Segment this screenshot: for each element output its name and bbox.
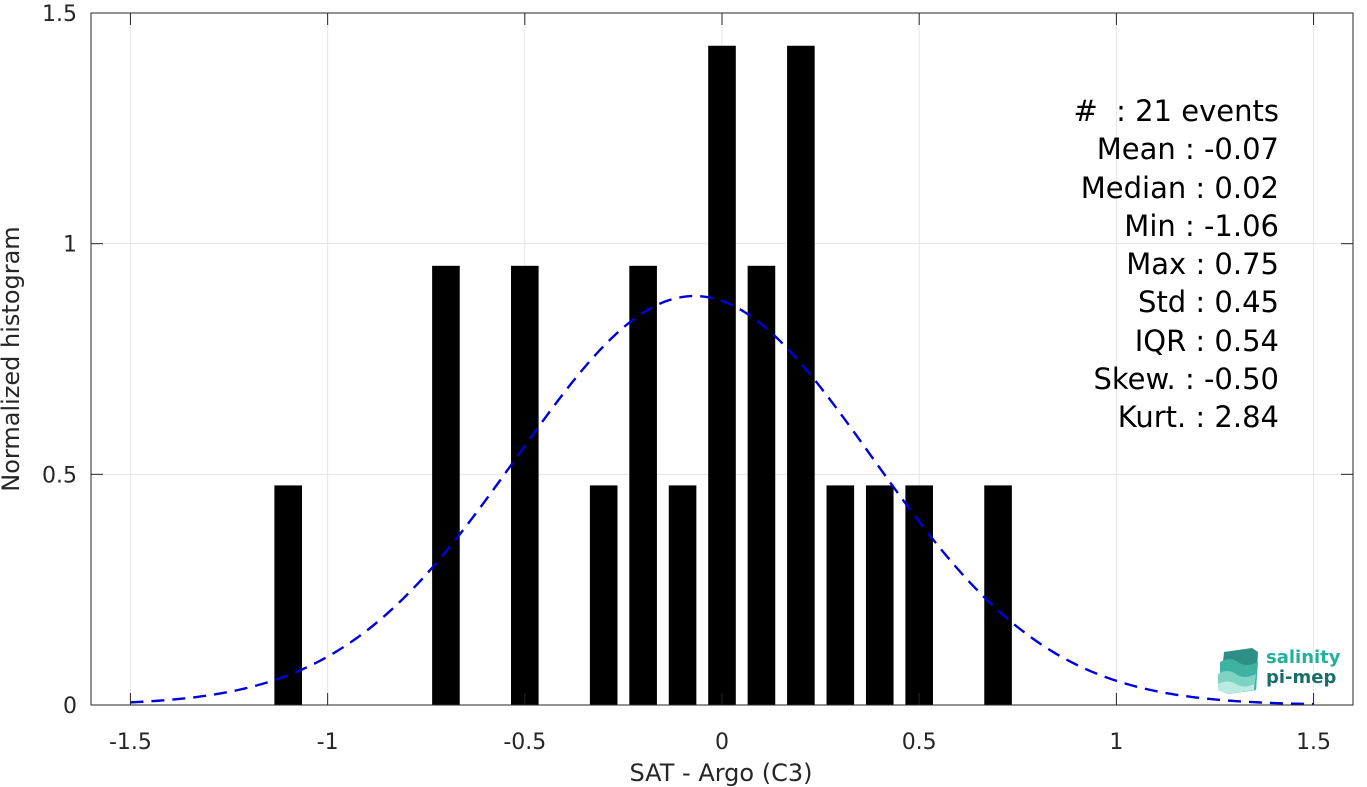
axes [90,12,1354,706]
histogram-bar [984,485,1012,705]
salinity-pimep-logo: salinity pi-mep [1216,646,1346,694]
stat-min: Min : -1.06 [1124,208,1279,243]
x-tick-label: 1.5 [1296,730,1331,755]
tick-labels: -1.5 -1 -0.5 0 0.5 1 1.5 0 0.5 1 1.5 [42,2,1331,755]
histogram-bar [747,265,776,705]
y-tick-label: 0 [63,694,77,719]
gaussian-fit-curve [130,294,1314,706]
x-tick-label: -0.5 [503,730,546,755]
stat-std: Std : 0.45 [1138,285,1279,320]
x-axis-label: SAT - Argo (C3) [630,759,813,787]
histogram-bar [668,485,697,705]
x-tick-label: -1 [317,730,339,755]
stat-mean: Mean : -0.07 [1096,132,1279,167]
stat-count: # : 21 events [1073,94,1279,128]
x-tick-label: -1.5 [109,730,152,755]
y-tick-label: 1.5 [42,2,77,27]
y-tick-label: 1 [63,233,77,258]
histogram-bar [905,485,933,705]
x-tick-label: 0 [715,730,729,755]
histogram-bar [629,265,657,705]
statistics-panel: # : 21 events Mean : -0.07 Median : 0.02… [1073,92,1279,437]
histogram-bar [274,485,302,705]
histogram-bar [511,265,539,705]
histogram-bar [432,265,460,705]
y-tick-label: 0.5 [42,463,77,488]
x-tick-label: 1 [1109,730,1123,755]
histogram-bar [865,485,894,705]
stat-max: Max : 0.75 [1126,247,1279,282]
stat-skew: Skew. : -0.50 [1093,362,1279,397]
logo-line2: pi-mep [1266,667,1337,688]
fit-curve-layer [130,294,1314,706]
stat-kurt: Kurt. : 2.84 [1117,400,1279,435]
histogram-bar [787,45,815,706]
x-tick-label: 0.5 [902,730,937,755]
histogram-bar [708,45,736,706]
logo-line1: salinity [1266,647,1341,668]
histogram-bar [826,485,855,705]
stat-median: Median : 0.02 [1080,170,1279,205]
y-axis-label: Normalized histogram [0,226,25,491]
histogram-bar [589,485,618,705]
wave-logo-icon [1218,648,1258,694]
histogram-bars [274,45,1012,706]
stat-iqr: IQR : 0.54 [1134,323,1279,358]
